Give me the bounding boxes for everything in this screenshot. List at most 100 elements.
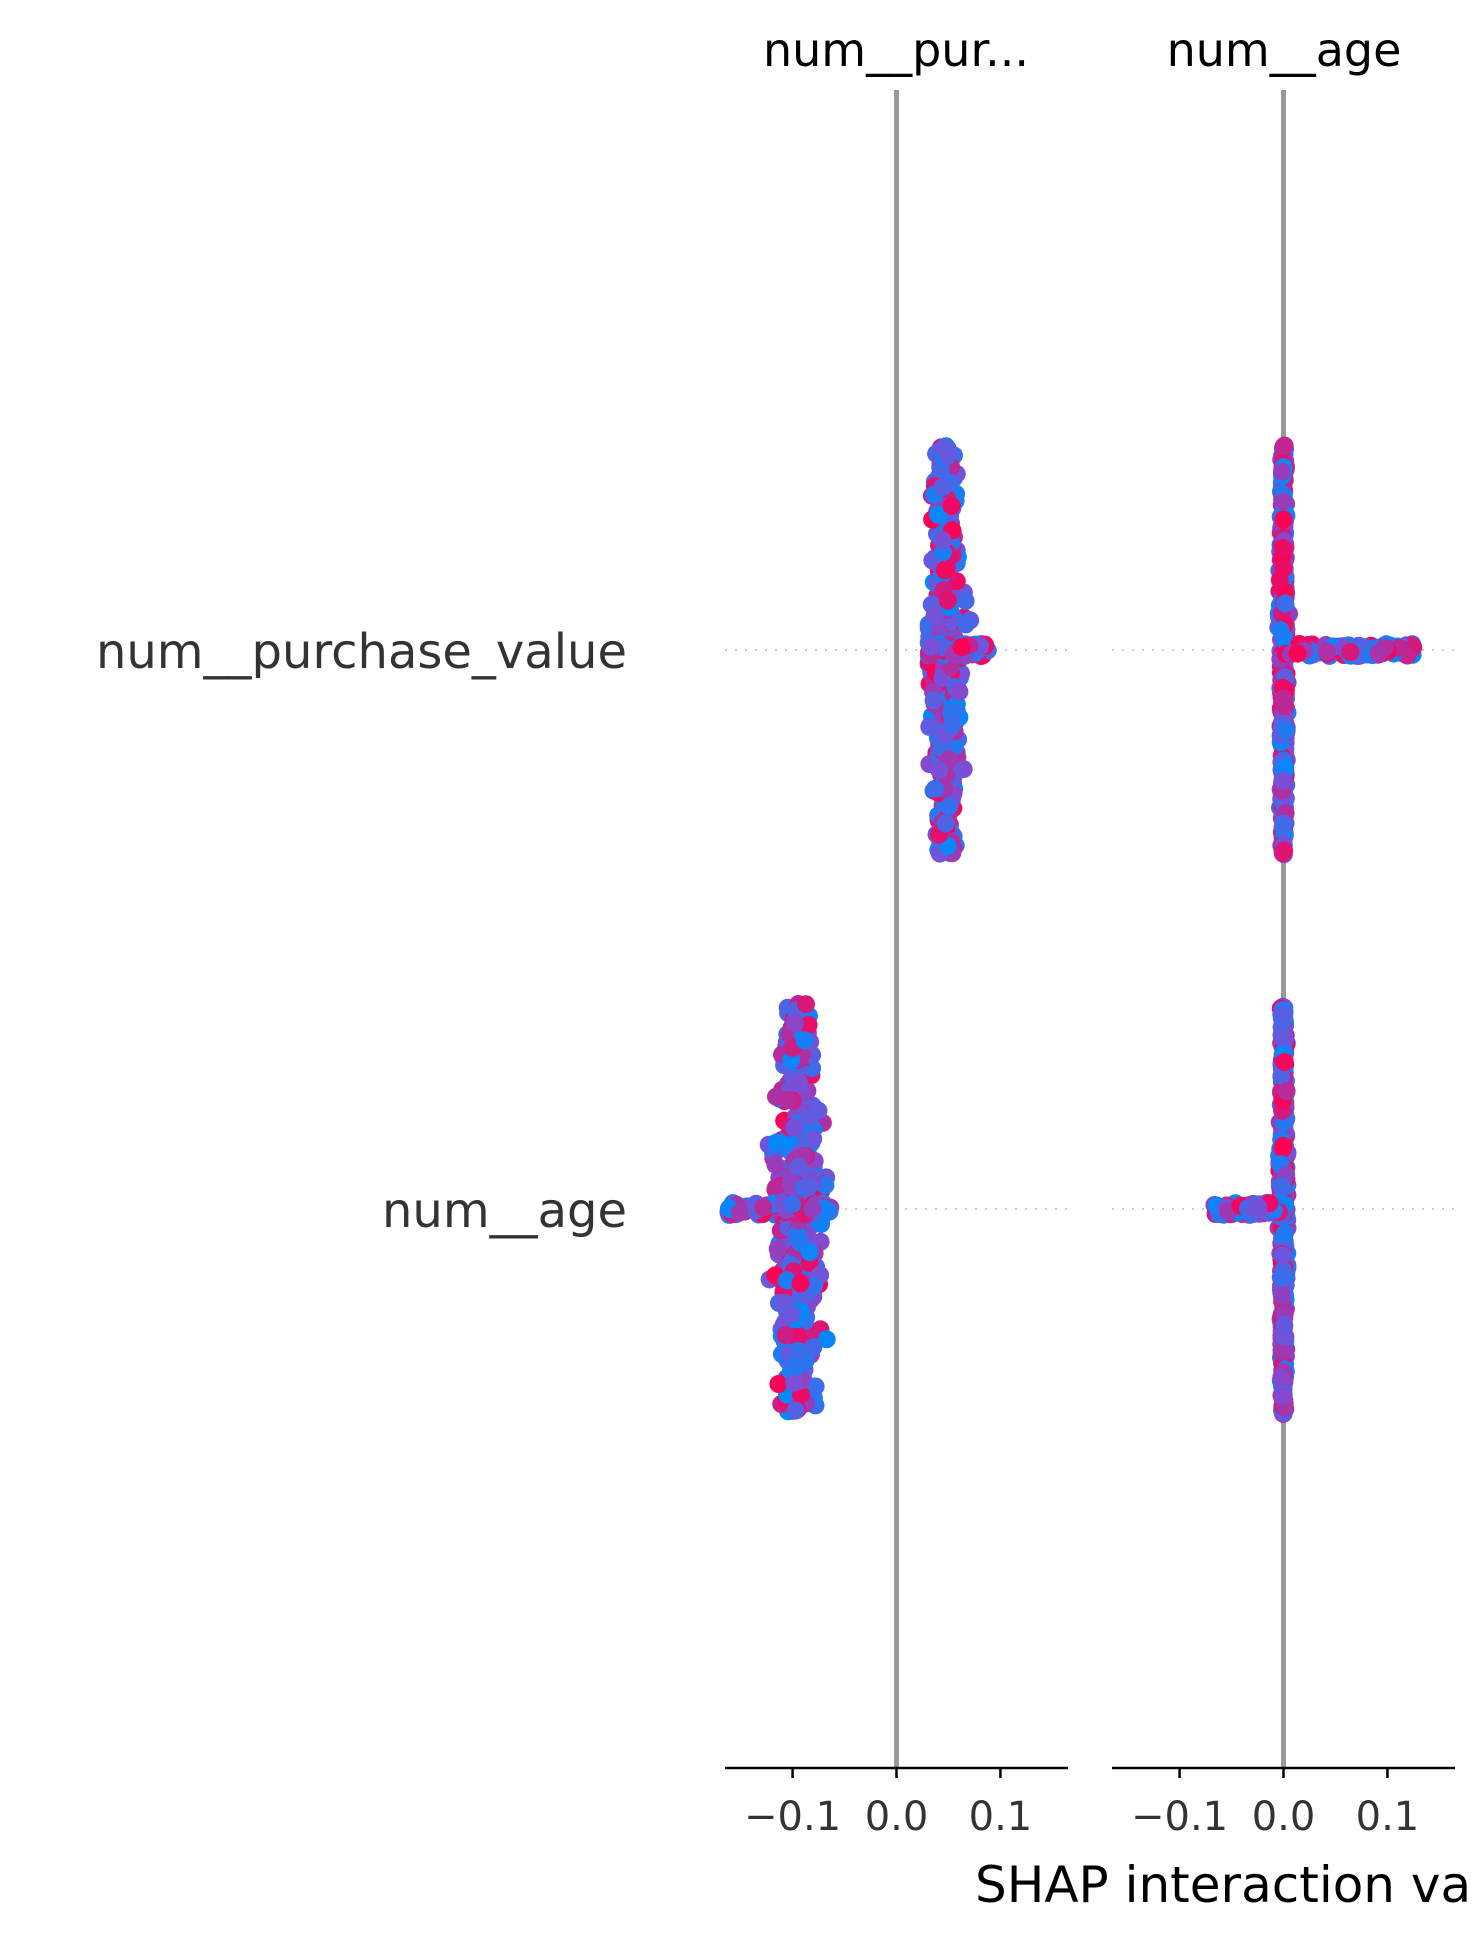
data-point (730, 1203, 749, 1222)
data-point (924, 691, 943, 710)
data-point (1276, 594, 1295, 613)
data-point (1273, 1268, 1291, 1287)
data-point (1245, 1200, 1264, 1219)
data-point (785, 1373, 804, 1392)
data-point (1272, 1066, 1291, 1085)
data-point (800, 1243, 819, 1262)
x-tick-label: −0.1 (1131, 1794, 1228, 1840)
data-point (1277, 1082, 1296, 1101)
data-point (1273, 1287, 1292, 1305)
data-point (1277, 721, 1296, 740)
data-point (778, 1271, 797, 1290)
data-point (1273, 817, 1292, 836)
data-point (1369, 644, 1388, 663)
data-point (945, 702, 964, 721)
data-point (1271, 621, 1290, 640)
data-point (1274, 492, 1293, 511)
data-point (804, 1338, 823, 1357)
data-point (1341, 643, 1360, 662)
data-point (933, 531, 952, 550)
data-point (816, 1176, 835, 1195)
data-point (930, 761, 949, 780)
row-label-purchase-value: num__purchase_value (96, 624, 627, 680)
data-point (783, 1195, 802, 1214)
beeswarm-cell (1269, 436, 1423, 864)
beeswarm-cell (719, 995, 840, 1421)
data-point (930, 622, 949, 641)
data-point (769, 1375, 788, 1393)
column-title-purchase: num__pur... (763, 23, 1029, 77)
x-tick-label: 0.0 (865, 1794, 929, 1840)
data-point (933, 440, 952, 459)
data-point (776, 1326, 795, 1345)
data-point (932, 461, 950, 480)
data-point (1273, 462, 1291, 481)
data-point (921, 637, 940, 656)
data-point (956, 615, 975, 634)
data-point (938, 591, 957, 610)
data-point (920, 717, 939, 736)
data-point (936, 814, 955, 833)
data-point (1288, 644, 1307, 663)
data-point (926, 779, 944, 798)
data-point (766, 1155, 785, 1174)
data-point (950, 682, 969, 701)
data-point (925, 606, 944, 625)
data-point (789, 1157, 808, 1176)
data-point (817, 1330, 836, 1349)
data-point (795, 1031, 814, 1050)
data-point (786, 1401, 805, 1420)
data-point (789, 1227, 808, 1246)
data-point (806, 1377, 825, 1396)
x-tick-label: 0.0 (1252, 1794, 1316, 1840)
data-point (1273, 538, 1292, 557)
data-point (1276, 758, 1295, 777)
data-point (768, 1239, 787, 1258)
data-point (785, 1014, 804, 1033)
data-point (943, 716, 962, 734)
data-point (1274, 510, 1293, 529)
data-point (800, 1107, 819, 1126)
x-tick-label: −0.1 (744, 1794, 841, 1840)
panels-group: −0.1 0.0 0.1 −0.1 0.0 0.1 (719, 90, 1455, 1840)
x-tick-label: 0.1 (969, 1794, 1033, 1840)
beeswarm-cell (1205, 997, 1297, 1423)
beeswarm-cell (919, 437, 997, 863)
data-point (956, 591, 975, 610)
data-point (799, 1015, 818, 1034)
data-point (940, 797, 959, 816)
data-point (1274, 1387, 1292, 1406)
data-point (782, 1305, 801, 1324)
data-point (1273, 1178, 1292, 1197)
data-point (1274, 771, 1293, 790)
data-point (935, 561, 954, 580)
data-point (929, 505, 947, 524)
row-label-age: num__age (382, 1183, 627, 1239)
data-point (1272, 1368, 1291, 1387)
data-point (1275, 1224, 1294, 1243)
data-point (933, 478, 952, 497)
data-point (1275, 436, 1294, 455)
data-point (767, 1133, 786, 1152)
data-point (754, 1198, 773, 1217)
data-point (778, 1090, 797, 1109)
data-point (797, 995, 815, 1014)
data-point (1275, 1315, 1294, 1334)
data-point (805, 1276, 824, 1295)
data-point (952, 638, 971, 656)
data-point (791, 1274, 810, 1293)
data-point (1317, 642, 1336, 661)
data-point (800, 1177, 819, 1196)
data-point (1275, 841, 1294, 860)
data-point (1274, 1136, 1293, 1155)
data-point (787, 1357, 806, 1376)
data-point (803, 1199, 822, 1218)
data-point (1273, 1246, 1292, 1265)
x-axis-label: SHAP interaction va (975, 1856, 1471, 1914)
data-point (1274, 559, 1293, 578)
data-point (942, 496, 961, 515)
data-point (1274, 1004, 1293, 1023)
data-point (1275, 1053, 1294, 1071)
x-tick-label: 0.1 (1356, 1794, 1420, 1840)
